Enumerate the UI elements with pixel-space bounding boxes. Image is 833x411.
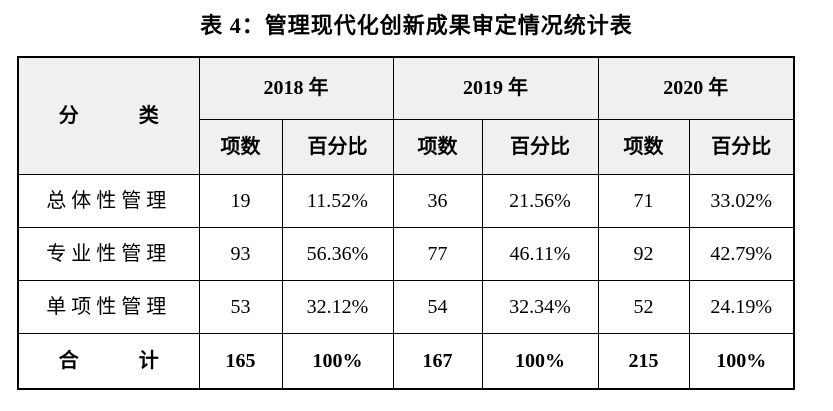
table-row: 专业性管理 93 56.36% 77 46.11% 92 42.79% [17, 226, 795, 281]
cell-single-2018-count: 53 [198, 279, 283, 334]
cell-overall-2018-percent: 11.52% [281, 173, 394, 228]
category-header-cell: 分 类 [17, 56, 200, 175]
cell-professional-2018-count: 93 [198, 226, 283, 281]
row-category-single-item: 单项性管理 [17, 279, 200, 334]
cell-total-2019-count: 167 [392, 332, 483, 390]
page-title: 表 4：管理现代化创新成果审定情况统计表 [200, 13, 633, 38]
cell-professional-2018-percent: 56.36% [281, 226, 394, 281]
subheader-2020-count: 项数 [597, 118, 690, 175]
header-row-years: 分 类 2018 年 2019 年 2020 年 [17, 56, 795, 175]
cell-total-2019-percent: 100% [481, 332, 599, 390]
subheader-2019-percent: 百分比 [481, 118, 599, 175]
cell-single-2019-percent: 32.34% [481, 279, 599, 334]
cell-professional-2019-count: 77 [392, 226, 483, 281]
cell-total-2018-percent: 100% [281, 332, 394, 390]
cell-overall-2019-percent: 21.56% [481, 173, 599, 228]
year-header-2019: 2019 年 [392, 56, 599, 120]
subheader-2020-percent: 百分比 [688, 118, 795, 175]
cell-professional-2020-count: 92 [597, 226, 690, 281]
cell-overall-2020-percent: 33.02% [688, 173, 795, 228]
statistics-table: 分 类 2018 年 2019 年 2020 年 项数 百分比 项数 百分比 项… [17, 56, 795, 390]
table-header: 分 类 2018 年 2019 年 2020 年 项数 百分比 项数 百分比 项… [17, 56, 795, 175]
row-category-overall: 总体性管理 [17, 173, 200, 228]
cell-single-2018-percent: 32.12% [281, 279, 394, 334]
cell-total-2018-count: 165 [198, 332, 283, 390]
cell-single-2020-count: 52 [597, 279, 690, 334]
cell-professional-2020-percent: 42.79% [688, 226, 795, 281]
cell-overall-2018-count: 19 [198, 173, 283, 228]
table-row: 单项性管理 53 32.12% 54 32.34% 52 24.19% [17, 279, 795, 334]
year-header-2020: 2020 年 [597, 56, 795, 120]
cell-total-2020-percent: 100% [688, 332, 795, 390]
subheader-2019-count: 项数 [392, 118, 483, 175]
subheader-2018-count: 项数 [198, 118, 283, 175]
cell-total-2020-count: 215 [597, 332, 690, 390]
year-header-2018: 2018 年 [198, 56, 394, 120]
cell-single-2020-percent: 24.19% [688, 279, 795, 334]
cell-overall-2019-count: 36 [392, 173, 483, 228]
cell-professional-2019-percent: 46.11% [481, 226, 599, 281]
header-row-subheaders: 项数 百分比 项数 百分比 项数 百分比 [18, 118, 795, 175]
table-row: 总体性管理 19 11.52% 36 21.56% 71 33.02% [17, 173, 795, 228]
table-total-row: 合 计 165 100% 167 100% 215 100% [17, 332, 795, 390]
row-category-total: 合 计 [17, 332, 200, 390]
cell-overall-2020-count: 71 [597, 173, 690, 228]
row-category-professional: 专业性管理 [17, 226, 200, 281]
cell-single-2019-count: 54 [392, 279, 483, 334]
subheader-2018-percent: 百分比 [281, 118, 394, 175]
